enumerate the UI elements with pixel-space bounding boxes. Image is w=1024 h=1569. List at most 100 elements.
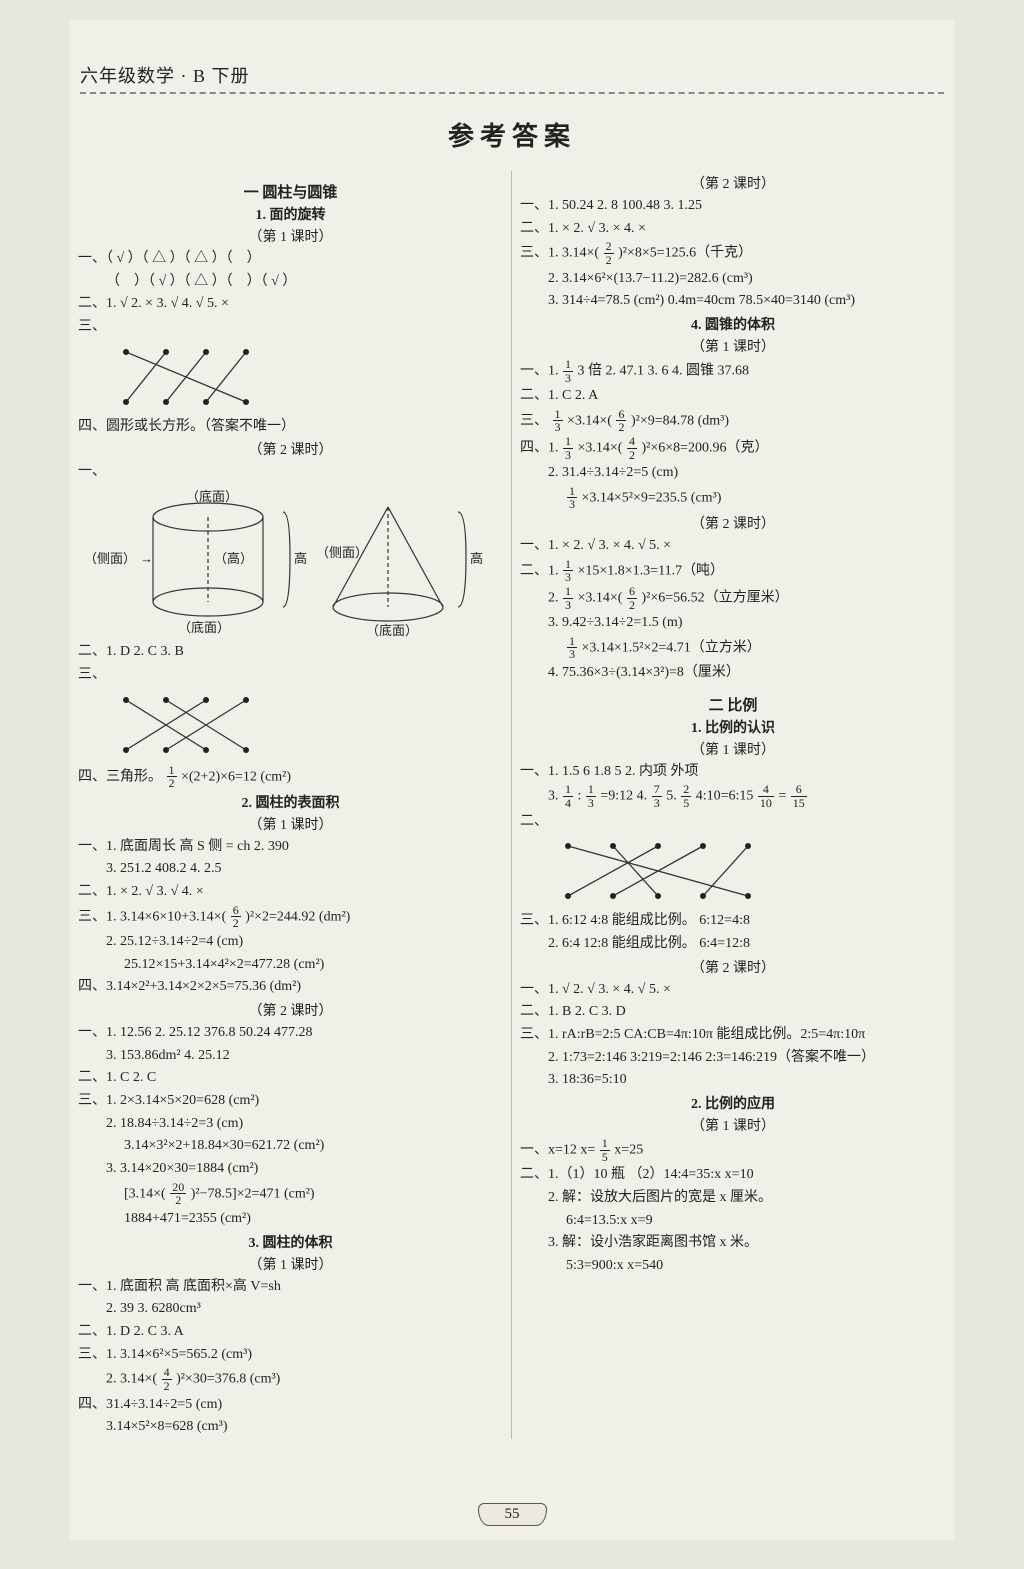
text: 四、三角形。 [78,769,166,784]
text: )²×9=84.78 (dm³) [631,413,729,428]
section-heading: 二 比例 [520,694,946,715]
answer-line: 二、1. √ 2. × 3. √ 4. √ 5. × [78,293,503,315]
columns: 一 圆柱与圆锥 1. 面的旋转 （第 1 课时） 一、（ √ ）（ △ ）（ △… [70,171,954,1439]
lesson-label: （第 1 课时） [520,1115,946,1135]
answer-line: 一、1. √ 2. √ 3. × 4. √ 5. × [520,979,946,1001]
text: 二、1. [520,563,562,578]
svg-text:→: → [140,551,153,566]
answer-line: 一、x=12 x= 15 x=25 [520,1137,946,1163]
text: 3. [548,789,562,804]
answer-line: 25.12×15+3.14×4²×2=477.28 (cm²) [78,954,503,976]
lesson-label: （第 1 课时） [520,739,946,759]
answer-line: 一、1. 13 3 倍 2. 47.1 3. 6 4. 圆锥 37.68 [520,358,946,384]
answer-line: 一、1. 12.56 2. 25.12 376.8 50.24 477.28 [78,1022,503,1044]
page-number: 55 [478,1503,547,1526]
text: x=25 [614,1142,643,1157]
answer-line: 一、1. 底面周长 高 S 侧 = ch 2. 390 [78,836,503,858]
answer-line: 3. 9.42÷3.14÷2=1.5 (m) [520,612,946,634]
svg-text:高: 高 [470,551,483,566]
right-column: （第 2 课时） 一、1. 50.24 2. 8 100.48 3. 1.25 … [512,171,954,1439]
lesson-label: （第 1 课时） [520,336,946,356]
fraction: 13 [586,783,596,809]
fraction: 62 [231,904,241,930]
answer-line: 二、 [520,811,946,833]
answer-line: 2. 3.14×( 42 )²×30=376.8 (cm³) [78,1366,503,1392]
text: 3 倍 2. 47.1 3. 6 4. 圆锥 37.68 [578,363,750,378]
fraction: 62 [616,408,626,434]
text: : [578,789,582,804]
subsection-heading: 4. 圆锥的体积 [520,314,946,334]
answer-line: 3.14×3²×2+18.84×30=621.72 (cm²) [78,1135,503,1157]
page-header: 六年级数学 · B 下册 [80,62,954,88]
section-heading: 一 圆柱与圆锥 [78,181,503,202]
answer-line: 二、1. × 2. √ 3. × 4. × [520,218,946,240]
answer-line: 三、 [78,316,503,338]
answer-line: 13 ×3.14×5²×9=235.5 (cm³) [520,485,946,511]
main-title: 参考答案 [70,116,954,153]
answer-line: 2. 25.12÷3.14÷2=4 (cm) [78,931,503,953]
label: （侧面） [84,551,136,566]
left-column: 一 圆柱与圆锥 1. 面的旋转 （第 1 课时） 一、（ √ ）（ △ ）（ △… [70,171,512,1439]
answer-line: 2. 1:73=2:146 3:219=2:146 2:3=146:219（答案… [520,1047,946,1069]
lesson-label: （第 1 课时） [78,226,503,246]
answer-line: 二、1. 13 ×15×1.8×1.3=11.7（吨） [520,558,946,584]
answer-line: 3.14×5²×8=628 (cm³) [78,1416,503,1438]
fraction: 615 [791,783,807,809]
lesson-label: （第 2 课时） [78,1000,503,1020]
answer-line: 二、1. D 2. C 3. A [78,1321,503,1343]
answer-line: 3. 3.14×20×30=1884 (cm²) [78,1158,503,1180]
subsection-heading: 2. 比例的应用 [520,1093,946,1113]
lesson-label: （第 2 课时） [520,513,946,533]
answer-line: 二、1. C 2. C [78,1067,503,1089]
answer-line: 3. 314÷4=78.5 (cm²) 0.4m=40cm 78.5×40=31… [520,290,946,312]
fraction: 13 [563,585,573,611]
fraction: 13 [563,358,573,384]
text: 2. [548,590,562,605]
answer-line: 四、三角形。 12 ×(2+2)×6=12 (cm²) [78,764,503,790]
text: )²×6=56.52（立方厘米） [641,590,788,605]
label: （高） [214,551,253,566]
fraction: 13 [567,635,577,661]
answer-line: 一、1. 底面积 高 底面积×高 V=sh [78,1276,503,1298]
answer-line: [3.14×( 202 )²−78.5]×2=471 (cm²) [78,1181,503,1207]
answer-line: 2. 31.4÷3.14÷2=5 (cm) [520,462,946,484]
text: = [778,789,786,804]
answer-line: 二、1. C 2. A [520,385,946,407]
text: 4:10=6:15 [696,789,757,804]
fraction: 15 [600,1137,610,1163]
answer-line: 二、1. × 2. √ 3. √ 4. × [78,881,503,903]
answer-line: 三、1. 3.14×6²×5=565.2 (cm³) [78,1344,503,1366]
lesson-label: （第 2 课时） [520,957,946,977]
matching-diagram [520,836,946,906]
fraction: 202 [170,1181,186,1207]
fraction: 13 [553,408,563,434]
text: )²×2=244.92 (dm²) [245,909,350,924]
text: )²×6×8=200.96（克） [641,440,768,455]
text: 一、1. [520,363,562,378]
subsection-heading: 1. 比例的认识 [520,717,946,737]
fraction: 12 [167,764,177,790]
fraction: 13 [567,485,577,511]
text: 5. [666,789,680,804]
answer-line: 四、31.4÷3.14÷2=5 (cm) [78,1394,503,1416]
text: ×3.14×( [578,590,623,605]
answer-line: 2. 13 ×3.14×( 62 )²×6=56.52（立方厘米） [520,585,946,611]
fraction: 22 [604,240,614,266]
answer-line: 13 ×3.14×1.5²×2=4.71（立方米） [520,635,946,661]
answer-line: 一、（ √ ）（ △ ）（ △ ）（ ） [78,248,503,270]
page-number-badge: 55 [70,1503,954,1526]
answer-line: 三、 13 ×3.14×( 62 )²×9=84.78 (dm³) [520,408,946,434]
answer-line: 3. 153.86dm² 4. 25.12 [78,1045,503,1067]
subsection-heading: 3. 圆柱的体积 [78,1232,503,1252]
answer-line: 2. 3.14×6²×(13.7−11.2)=282.6 (cm³) [520,268,946,290]
answer-line: 6:4=13.5:x x=9 [520,1210,946,1232]
text: ×(2+2)×6=12 (cm²) [181,769,291,784]
fraction: 62 [627,585,637,611]
answer-line: 3. 251.2 408.2 4. 2.5 [78,858,503,880]
text: [3.14×( [124,1186,166,1201]
lesson-label: （第 1 课时） [78,814,503,834]
fraction: 13 [563,558,573,584]
text: 三、 [520,413,548,428]
subsection-heading: 2. 圆柱的表面积 [78,792,503,812]
fraction: 73 [652,783,662,809]
